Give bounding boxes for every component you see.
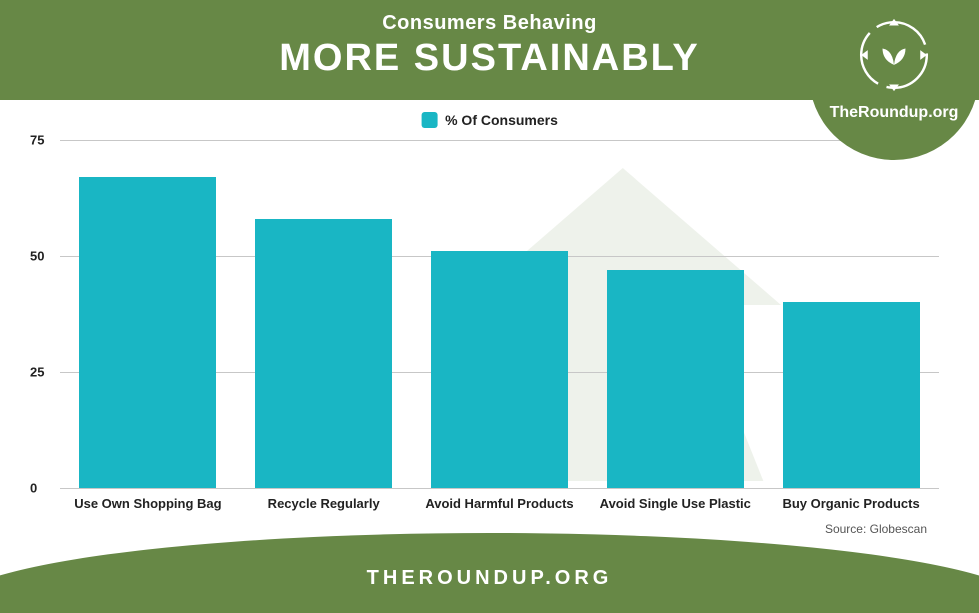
bar-group: Use Own Shopping Bag xyxy=(60,140,236,488)
chart-area: % Of Consumers Use Own Shopping BagRecyc… xyxy=(0,100,979,548)
y-axis-label: 0 xyxy=(30,481,37,496)
x-axis-label: Avoid Single Use Plastic xyxy=(600,496,751,511)
legend-label: % Of Consumers xyxy=(445,112,558,128)
bar xyxy=(431,251,568,488)
x-axis-label: Buy Organic Products xyxy=(782,496,919,511)
x-axis-label: Avoid Harmful Products xyxy=(425,496,573,511)
bar-group: Buy Organic Products xyxy=(763,140,939,488)
chart-legend: % Of Consumers xyxy=(421,112,558,128)
bar-group: Avoid Single Use Plastic xyxy=(587,140,763,488)
bar-container: Use Own Shopping BagRecycle RegularlyAvo… xyxy=(60,140,939,488)
bar xyxy=(255,219,392,488)
bar xyxy=(79,177,216,488)
y-axis-label: 50 xyxy=(30,249,44,264)
y-axis-label: 25 xyxy=(30,365,44,380)
recycle-leaf-icon xyxy=(853,14,935,96)
footer-url: THEROUNDUP.ORG xyxy=(367,567,613,613)
bar xyxy=(607,270,744,488)
logo-site-name: TheRoundup.org xyxy=(830,104,959,122)
bar-group: Avoid Harmful Products xyxy=(412,140,588,488)
bar xyxy=(783,302,920,488)
source-attribution: Source: Globescan xyxy=(825,522,927,536)
bar-group: Recycle Regularly xyxy=(236,140,412,488)
y-axis-label: 75 xyxy=(30,133,44,148)
chart-plot: Use Own Shopping BagRecycle RegularlyAvo… xyxy=(60,140,939,488)
legend-swatch xyxy=(421,112,437,128)
x-axis-label: Use Own Shopping Bag xyxy=(74,496,221,511)
gridline xyxy=(60,488,939,489)
x-axis-label: Recycle Regularly xyxy=(268,496,380,511)
